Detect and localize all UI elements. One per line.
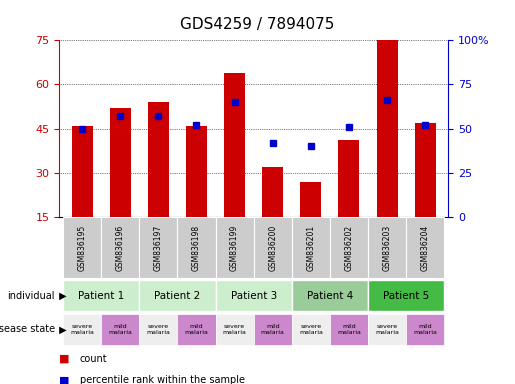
Text: severe
malaria: severe malaria bbox=[375, 324, 399, 335]
Bar bbox=[338, 141, 359, 217]
Bar bbox=[215, 280, 292, 311]
Text: GSM836198: GSM836198 bbox=[192, 225, 201, 271]
Text: GSM836203: GSM836203 bbox=[383, 225, 391, 271]
Text: individual: individual bbox=[8, 291, 55, 301]
Text: GSM836200: GSM836200 bbox=[268, 225, 277, 271]
Bar bbox=[101, 217, 139, 278]
Bar bbox=[186, 126, 207, 217]
Text: Patient 1: Patient 1 bbox=[78, 291, 124, 301]
Text: Patient 4: Patient 4 bbox=[307, 291, 353, 301]
Bar bbox=[139, 314, 177, 345]
Text: count: count bbox=[80, 354, 108, 364]
Bar bbox=[215, 217, 253, 278]
Text: GSM836201: GSM836201 bbox=[306, 225, 315, 271]
Text: Patient 2: Patient 2 bbox=[154, 291, 200, 301]
Text: mild
malaria: mild malaria bbox=[413, 324, 437, 335]
Text: severe
malaria: severe malaria bbox=[146, 324, 170, 335]
Text: GSM836202: GSM836202 bbox=[345, 225, 353, 271]
Bar bbox=[292, 314, 330, 345]
Bar bbox=[63, 280, 139, 311]
Text: GSM836196: GSM836196 bbox=[116, 225, 125, 271]
Bar bbox=[110, 108, 131, 217]
Text: GSM836197: GSM836197 bbox=[154, 225, 163, 271]
Text: ■: ■ bbox=[59, 375, 70, 384]
Bar bbox=[292, 280, 368, 311]
Text: mild
malaria: mild malaria bbox=[108, 324, 132, 335]
Bar bbox=[139, 217, 177, 278]
Text: GSM836204: GSM836204 bbox=[421, 225, 430, 271]
Text: mild
malaria: mild malaria bbox=[184, 324, 209, 335]
Bar bbox=[253, 217, 292, 278]
Bar bbox=[139, 280, 215, 311]
Text: GSM836195: GSM836195 bbox=[78, 225, 87, 271]
Bar bbox=[63, 314, 101, 345]
Text: GDS4259 / 7894075: GDS4259 / 7894075 bbox=[180, 17, 335, 32]
Text: severe
malaria: severe malaria bbox=[299, 324, 323, 335]
Text: ▶: ▶ bbox=[56, 324, 67, 334]
Bar bbox=[330, 217, 368, 278]
Text: severe
malaria: severe malaria bbox=[70, 324, 94, 335]
Text: mild
malaria: mild malaria bbox=[261, 324, 285, 335]
Bar bbox=[406, 217, 444, 278]
Bar bbox=[376, 40, 398, 217]
Bar bbox=[406, 314, 444, 345]
Bar bbox=[224, 73, 245, 217]
Bar bbox=[415, 123, 436, 217]
Bar bbox=[72, 126, 93, 217]
Bar bbox=[253, 314, 292, 345]
Bar bbox=[368, 280, 444, 311]
Text: percentile rank within the sample: percentile rank within the sample bbox=[80, 375, 245, 384]
Text: disease state: disease state bbox=[0, 324, 55, 334]
Bar bbox=[148, 102, 169, 217]
Bar bbox=[63, 217, 101, 278]
Text: mild
malaria: mild malaria bbox=[337, 324, 361, 335]
Text: ▶: ▶ bbox=[56, 291, 67, 301]
Text: severe
malaria: severe malaria bbox=[222, 324, 247, 335]
Text: Patient 5: Patient 5 bbox=[383, 291, 429, 301]
Bar bbox=[262, 167, 283, 217]
Text: Patient 3: Patient 3 bbox=[231, 291, 277, 301]
Bar bbox=[300, 182, 321, 217]
Bar bbox=[292, 217, 330, 278]
Text: ■: ■ bbox=[59, 354, 70, 364]
Bar bbox=[330, 314, 368, 345]
Bar bbox=[368, 217, 406, 278]
Bar bbox=[101, 314, 139, 345]
Bar bbox=[368, 314, 406, 345]
Text: GSM836199: GSM836199 bbox=[230, 225, 239, 271]
Bar bbox=[215, 314, 253, 345]
Bar bbox=[177, 314, 215, 345]
Bar bbox=[177, 217, 215, 278]
